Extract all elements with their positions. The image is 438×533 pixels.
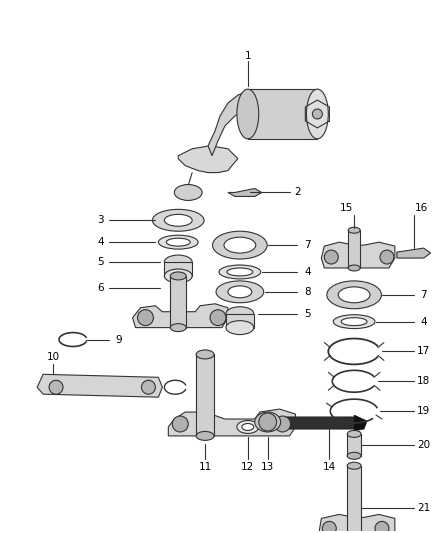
Circle shape bbox=[141, 380, 155, 394]
Text: 7: 7 bbox=[304, 240, 311, 250]
Bar bbox=[196, 354, 214, 436]
Ellipse shape bbox=[170, 324, 186, 332]
Ellipse shape bbox=[348, 265, 360, 271]
Text: 3: 3 bbox=[97, 215, 104, 225]
Bar bbox=[226, 314, 254, 328]
Ellipse shape bbox=[227, 268, 253, 276]
Ellipse shape bbox=[164, 269, 192, 283]
Text: 18: 18 bbox=[417, 376, 430, 386]
Text: 7: 7 bbox=[420, 290, 427, 300]
Text: 20: 20 bbox=[417, 440, 430, 450]
Text: 6: 6 bbox=[97, 283, 104, 293]
Bar bbox=[170, 276, 186, 328]
Ellipse shape bbox=[164, 255, 192, 269]
Ellipse shape bbox=[174, 184, 202, 200]
Ellipse shape bbox=[255, 412, 281, 432]
Ellipse shape bbox=[333, 314, 375, 329]
Bar bbox=[347, 434, 361, 456]
Ellipse shape bbox=[242, 424, 254, 431]
Polygon shape bbox=[319, 514, 395, 533]
Text: 8: 8 bbox=[304, 287, 311, 297]
Ellipse shape bbox=[196, 431, 214, 440]
Bar bbox=[348, 230, 360, 268]
Ellipse shape bbox=[196, 350, 214, 359]
Ellipse shape bbox=[159, 235, 198, 249]
Text: 19: 19 bbox=[417, 406, 430, 416]
Circle shape bbox=[210, 310, 226, 326]
Circle shape bbox=[322, 521, 336, 533]
Circle shape bbox=[49, 380, 63, 394]
Ellipse shape bbox=[152, 209, 204, 231]
Text: 11: 11 bbox=[198, 462, 212, 472]
Polygon shape bbox=[397, 248, 431, 258]
Text: 15: 15 bbox=[339, 204, 353, 213]
Ellipse shape bbox=[212, 231, 267, 259]
Text: 2: 2 bbox=[294, 188, 301, 197]
Ellipse shape bbox=[237, 421, 259, 433]
Ellipse shape bbox=[170, 272, 186, 280]
Ellipse shape bbox=[224, 237, 256, 253]
Text: 10: 10 bbox=[46, 352, 60, 362]
Ellipse shape bbox=[312, 109, 322, 119]
Text: 4: 4 bbox=[97, 237, 104, 247]
Circle shape bbox=[172, 416, 188, 432]
Bar bbox=[347, 466, 361, 533]
Ellipse shape bbox=[226, 307, 254, 321]
Text: 4: 4 bbox=[304, 267, 311, 277]
Polygon shape bbox=[228, 189, 262, 197]
Text: 13: 13 bbox=[261, 462, 274, 472]
Bar bbox=[248, 89, 318, 139]
Text: 21: 21 bbox=[417, 504, 430, 513]
Ellipse shape bbox=[228, 286, 252, 298]
Circle shape bbox=[375, 521, 389, 533]
Ellipse shape bbox=[341, 318, 367, 326]
Text: 16: 16 bbox=[415, 204, 428, 213]
Polygon shape bbox=[168, 409, 296, 436]
Circle shape bbox=[324, 250, 338, 264]
Polygon shape bbox=[208, 91, 260, 156]
Text: 1: 1 bbox=[244, 51, 251, 61]
Ellipse shape bbox=[347, 462, 361, 469]
Circle shape bbox=[138, 310, 153, 326]
Polygon shape bbox=[133, 304, 228, 328]
Polygon shape bbox=[178, 146, 238, 173]
Polygon shape bbox=[354, 415, 367, 431]
Ellipse shape bbox=[348, 227, 360, 233]
Ellipse shape bbox=[237, 89, 259, 139]
Ellipse shape bbox=[166, 238, 190, 246]
Text: 9: 9 bbox=[115, 335, 122, 344]
Polygon shape bbox=[321, 242, 395, 268]
Text: 5: 5 bbox=[304, 309, 311, 319]
Circle shape bbox=[259, 413, 277, 431]
Ellipse shape bbox=[164, 214, 192, 226]
Circle shape bbox=[275, 416, 290, 432]
Text: 14: 14 bbox=[323, 462, 336, 472]
Ellipse shape bbox=[347, 431, 361, 438]
Ellipse shape bbox=[219, 265, 261, 279]
Ellipse shape bbox=[347, 453, 361, 459]
Text: 17: 17 bbox=[417, 346, 430, 357]
Ellipse shape bbox=[327, 281, 381, 309]
Ellipse shape bbox=[226, 321, 254, 335]
Ellipse shape bbox=[307, 89, 328, 139]
Circle shape bbox=[380, 250, 394, 264]
Text: 12: 12 bbox=[241, 462, 254, 472]
Polygon shape bbox=[282, 417, 361, 429]
Text: 4: 4 bbox=[420, 317, 427, 327]
Bar bbox=[164, 262, 192, 276]
Text: 5: 5 bbox=[97, 257, 104, 267]
Ellipse shape bbox=[216, 281, 264, 303]
Ellipse shape bbox=[338, 287, 370, 303]
Polygon shape bbox=[37, 374, 162, 397]
